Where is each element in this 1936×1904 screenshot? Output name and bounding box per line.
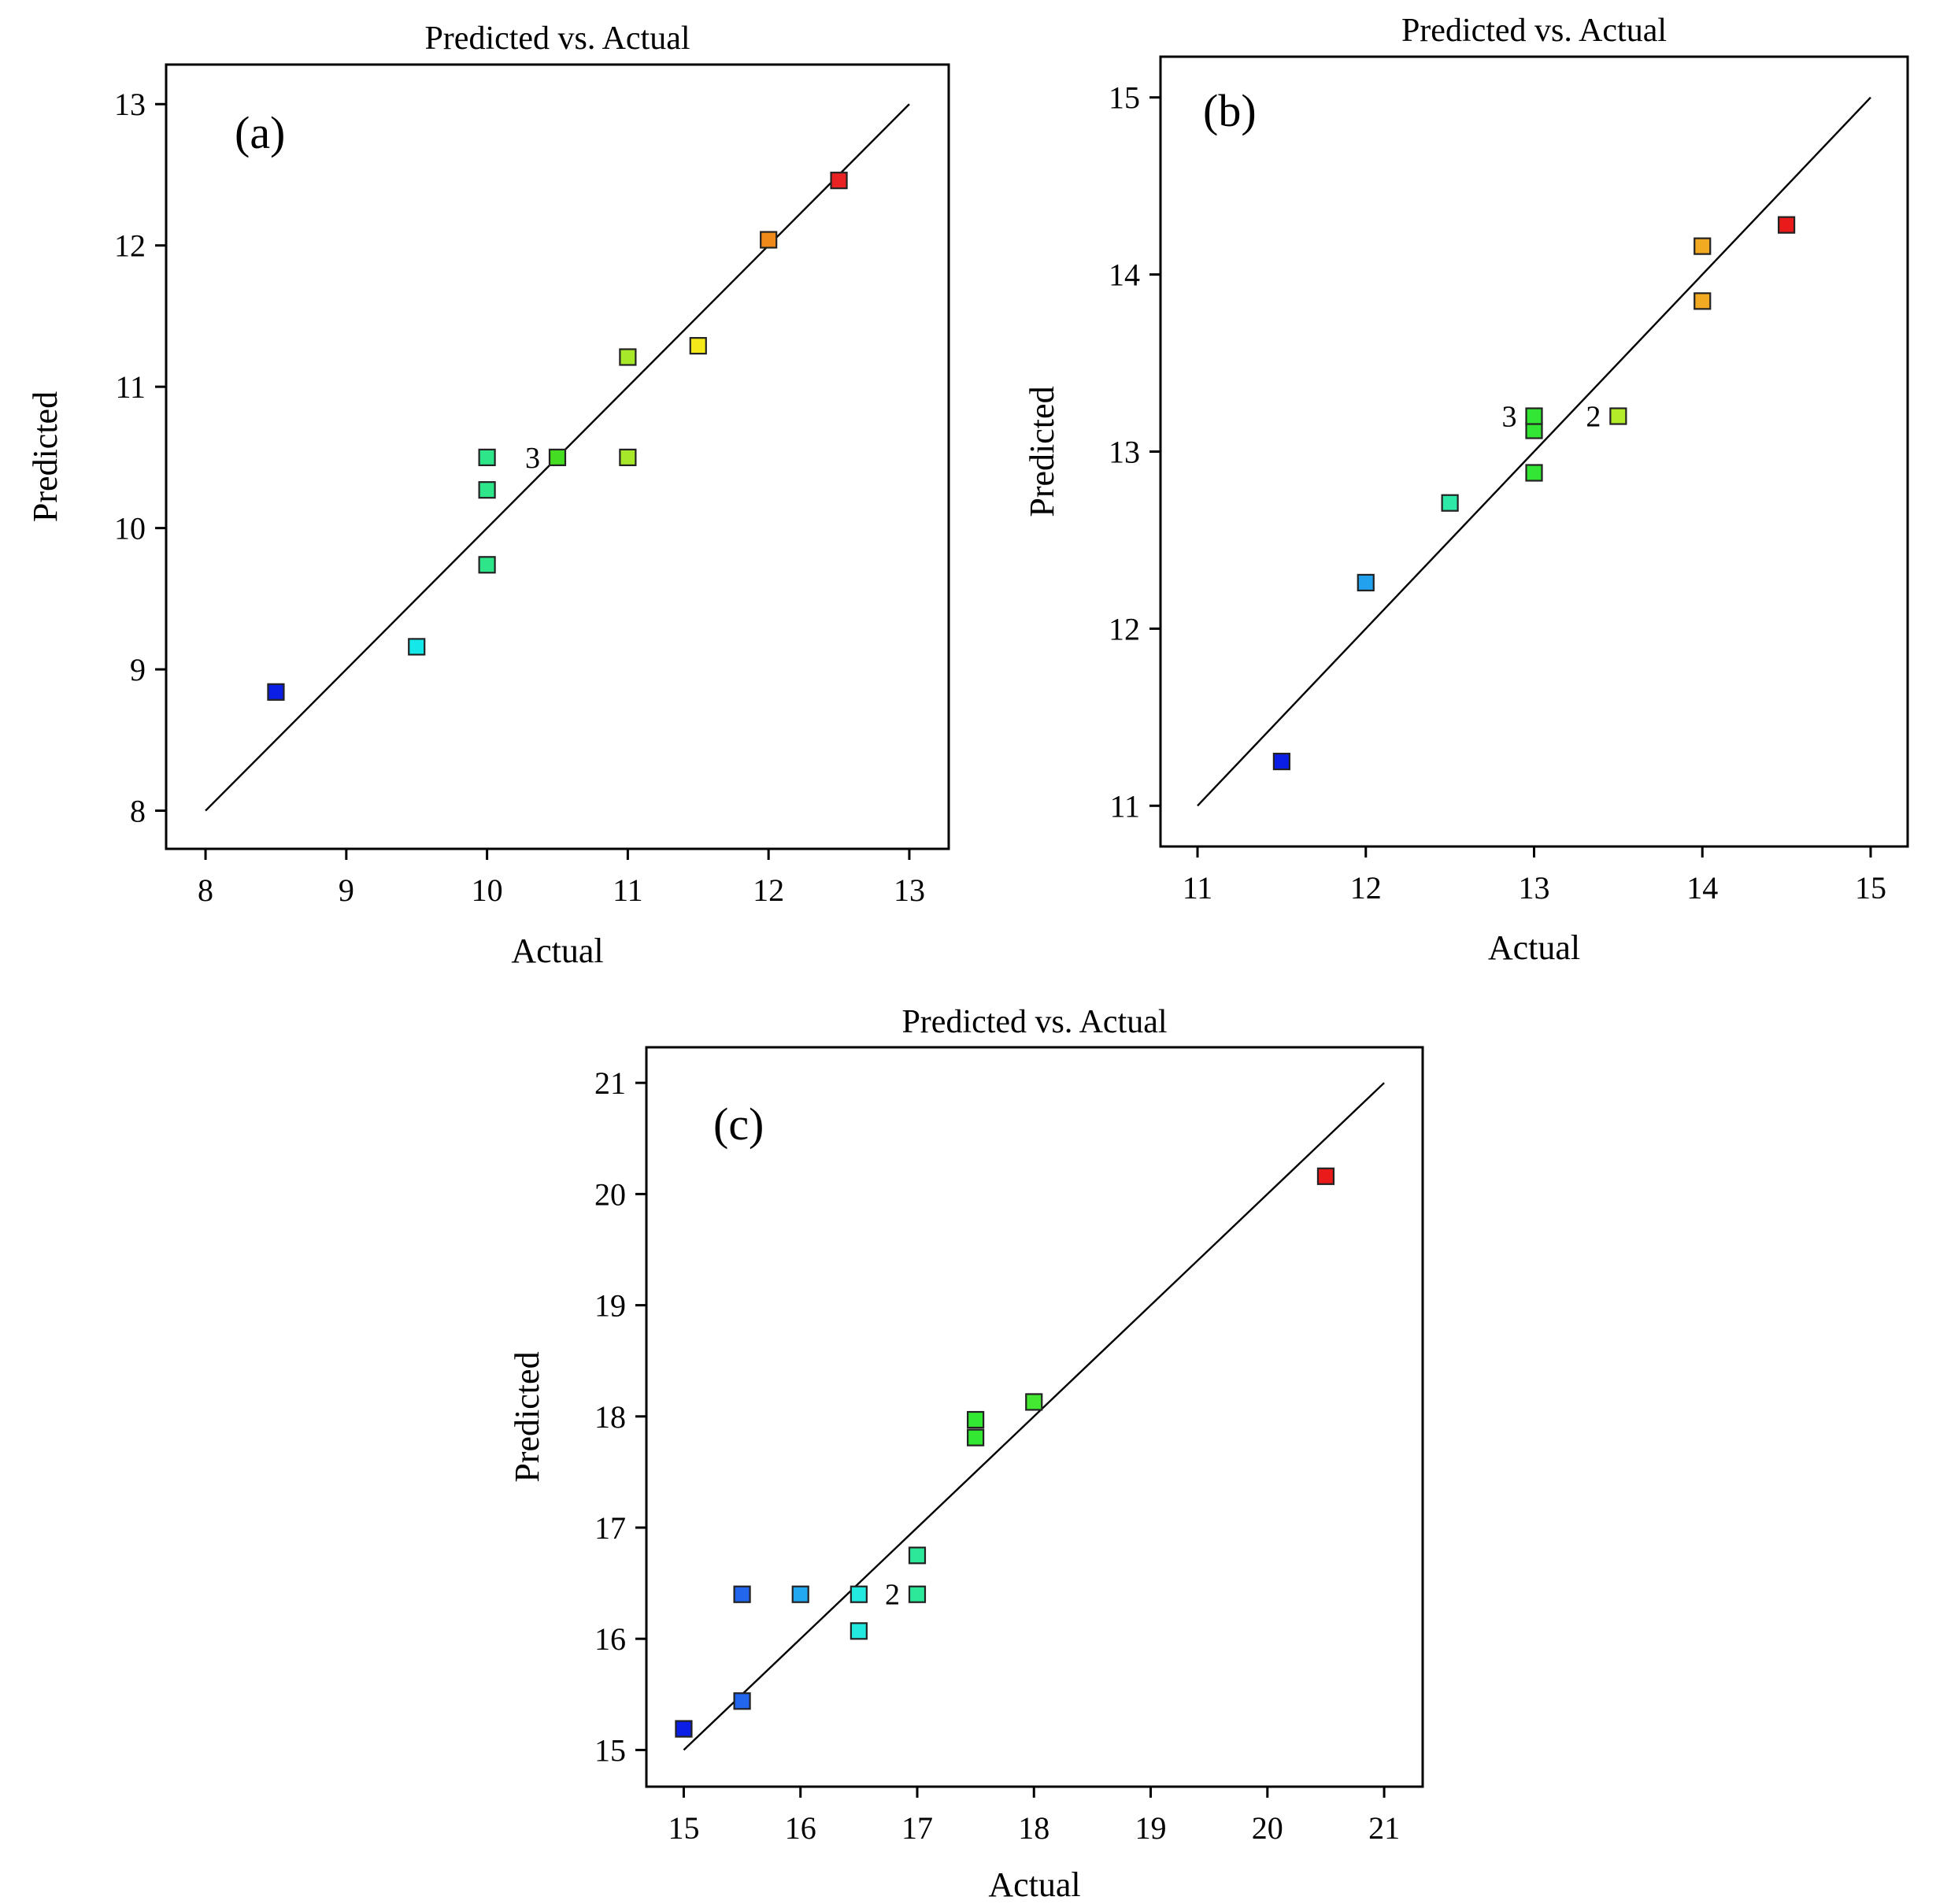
panel-label: (a) [235, 107, 285, 158]
y-tick-label: 13 [1109, 435, 1140, 470]
y-tick-label: 17 [594, 1510, 626, 1546]
y-tick-label: 21 [594, 1065, 626, 1101]
identity-line [1197, 96, 1871, 807]
data-point [548, 448, 567, 466]
x-axis-title: Actual [1488, 928, 1580, 967]
data-point [1525, 407, 1543, 425]
data-point [830, 172, 848, 190]
point-count-label: 2 [1586, 401, 1601, 434]
y-tick-label: 9 [130, 652, 146, 687]
x-tick-label: 10 [472, 872, 503, 908]
x-tick-label: 11 [1183, 870, 1213, 906]
y-tick-label: 14 [1109, 257, 1140, 293]
data-point [675, 1720, 693, 1738]
y-tick-label: 16 [594, 1621, 626, 1657]
y-axis-title: Predicted [1023, 386, 1061, 517]
y-tick-label: 12 [1109, 611, 1140, 646]
plot-frame [165, 63, 950, 850]
data-point [478, 481, 496, 499]
x-tick-label: 11 [613, 872, 643, 908]
panel-label: (b) [1203, 85, 1257, 136]
x-tick-label: 16 [785, 1810, 816, 1846]
y-tick-label: 10 [114, 511, 146, 546]
data-point [267, 683, 285, 701]
data-point [791, 1585, 809, 1603]
chart-title: Predicted vs. Actual [424, 20, 690, 57]
x-tick-label: 13 [894, 872, 925, 908]
data-point [408, 638, 426, 656]
point-count-label: 2 [885, 1579, 900, 1612]
x-tick-label: 13 [1519, 870, 1550, 906]
data-point [1272, 752, 1290, 771]
data-point [478, 448, 496, 466]
data-point [733, 1585, 751, 1603]
data-point [689, 337, 707, 355]
y-tick-label: 15 [1109, 80, 1140, 116]
data-point [760, 231, 778, 249]
y-tick-label: 18 [594, 1399, 626, 1435]
data-point [1525, 464, 1543, 482]
x-axis-title: Actual [511, 932, 603, 970]
chart-panel-c: Predicted vs. Actual 15 16 17 18 19 20 21 15 16 17… [508, 1004, 1424, 1904]
x-tick-label: 15 [1855, 870, 1886, 906]
chart-title: Predicted vs. Actual [901, 1004, 1167, 1040]
x-tick-label: 20 [1252, 1810, 1283, 1846]
y-tick-label: 19 [594, 1288, 626, 1324]
data-point [967, 1410, 985, 1429]
data-point [619, 448, 637, 466]
identity-line [683, 1082, 1385, 1751]
data-point [1694, 237, 1712, 255]
y-tick-label: 15 [594, 1732, 626, 1768]
data-point [967, 1428, 985, 1447]
x-tick-label: 18 [1018, 1810, 1049, 1846]
data-point [908, 1547, 927, 1565]
panel-label: (c) [713, 1098, 764, 1150]
data-point [1025, 1393, 1043, 1411]
x-tick-label: 8 [198, 872, 213, 908]
data-point [1441, 494, 1459, 512]
data-point [619, 348, 637, 366]
y-axis-title: Predicted [508, 1351, 546, 1482]
x-tick-label: 14 [1686, 870, 1718, 906]
y-tick-label: 8 [130, 794, 146, 829]
x-tick-label: 12 [753, 872, 784, 908]
y-tick-label: 20 [594, 1176, 626, 1212]
data-point [733, 1692, 751, 1710]
data-point [1316, 1167, 1335, 1185]
data-point [908, 1585, 927, 1603]
chart-title: Predicted vs. Actual [1401, 13, 1667, 49]
x-tick-label: 15 [668, 1810, 699, 1846]
data-point [1357, 573, 1375, 592]
point-count-label: 3 [1502, 401, 1517, 434]
x-tick-label: 12 [1350, 870, 1382, 906]
y-tick-label: 13 [114, 87, 146, 122]
y-tick-label: 12 [114, 228, 146, 264]
x-tick-label: 17 [901, 1810, 933, 1846]
x-tick-label: 9 [339, 872, 354, 908]
chart-panel-a: Predicted vs. Actual 8 9 10 11 12 13 8 9 10 11 12 13… [26, 20, 950, 970]
x-axis-title: Actual [988, 1865, 1080, 1904]
data-point [1694, 292, 1712, 310]
point-count-label: 3 [525, 442, 540, 475]
chart-panel-b: Predicted vs. Actual 11 12 13 14 15 11 12 13 14 15… [1023, 13, 1909, 967]
x-tick-label: 21 [1368, 1810, 1400, 1846]
data-point [850, 1622, 868, 1640]
data-point [850, 1585, 868, 1603]
x-tick-label: 19 [1135, 1810, 1167, 1846]
data-point [478, 556, 496, 574]
y-tick-label: 11 [115, 369, 146, 405]
y-axis-title: Predicted [26, 391, 65, 522]
y-tick-label: 11 [1109, 788, 1140, 824]
data-point [1609, 407, 1627, 425]
data-point [1778, 216, 1796, 234]
